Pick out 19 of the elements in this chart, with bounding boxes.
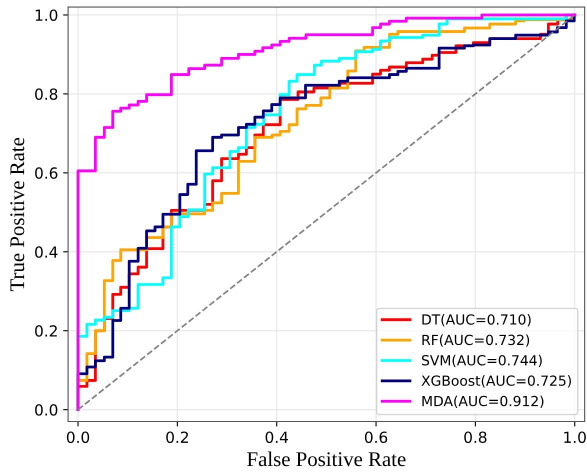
y-tick-label: 0.4 xyxy=(35,246,58,258)
legend-label: SVM(AUC=0.744) xyxy=(422,354,542,368)
legend-label: RF(AUC=0.732) xyxy=(422,334,530,347)
legend-label: XGBoost(AUC=0.725) xyxy=(421,375,571,388)
y-tick-label: 1.0 xyxy=(36,9,58,21)
y-tick-label: 0.8 xyxy=(35,88,58,100)
y-tick-label: 0.0 xyxy=(35,404,58,416)
x-tick-label: 1.0 xyxy=(564,431,586,444)
x-tick-label: 0.8 xyxy=(464,431,486,444)
x-tick-label: 0.6 xyxy=(364,431,388,444)
y-tick-label: 0.2 xyxy=(35,325,57,337)
y-axis-title: True Positive Rate xyxy=(10,138,24,292)
y-tick-label: 0.6 xyxy=(35,167,58,179)
x-tick-label: 0.4 xyxy=(266,431,288,444)
x-axis-title: False Positive Rate xyxy=(247,452,406,466)
legend-label: DT(AUC=0.710) xyxy=(422,314,531,326)
x-tick-label: 0.0 xyxy=(66,431,90,444)
legend-label: MDA(AUC=0.912) xyxy=(422,396,544,408)
x-tick-label: 0.2 xyxy=(166,431,188,444)
